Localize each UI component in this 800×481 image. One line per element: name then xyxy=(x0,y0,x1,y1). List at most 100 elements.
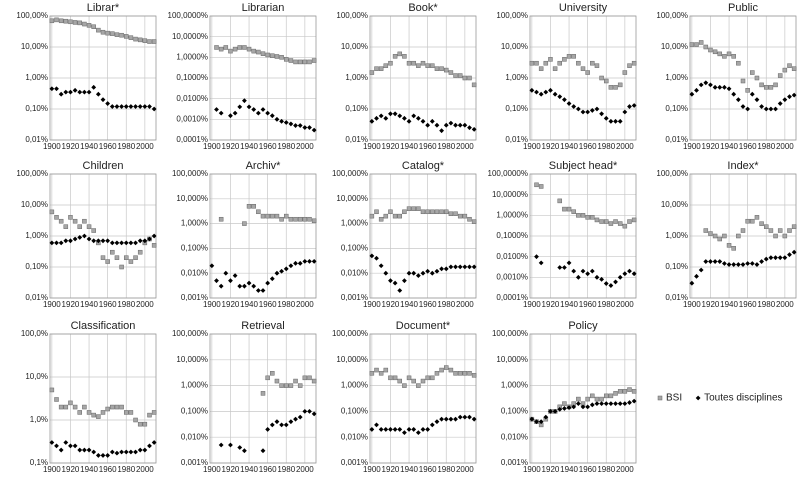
marker-diamond xyxy=(599,111,604,117)
marker-square xyxy=(77,410,83,415)
plot-frame xyxy=(49,15,157,141)
marker-square xyxy=(228,48,233,54)
marker-diamond xyxy=(589,268,595,274)
x-tick-label: 1900 xyxy=(203,142,221,151)
x-tick-label: 1920 xyxy=(542,300,560,309)
marker-diamond xyxy=(255,110,261,116)
y-tick-label: 100,000% xyxy=(172,169,208,178)
marker-diamond xyxy=(151,233,157,239)
marker-diamond xyxy=(63,440,69,445)
marker-diamond xyxy=(703,80,709,86)
marker-square xyxy=(453,371,458,376)
x-tick-label: 1900 xyxy=(363,142,381,151)
marker-diamond xyxy=(562,265,567,270)
marker-diamond xyxy=(580,404,586,410)
y-tick-label: 100,000% xyxy=(332,169,368,178)
y-tick-label: 0,001% xyxy=(181,293,208,302)
marker-diamond xyxy=(128,104,134,109)
marker-diamond xyxy=(745,261,751,266)
marker-square xyxy=(119,404,124,410)
marker-diamond xyxy=(689,280,695,286)
marker-square xyxy=(622,223,628,229)
marker-diamond xyxy=(86,236,92,242)
marker-diamond xyxy=(383,270,389,276)
marker-diamond xyxy=(68,89,73,95)
marker-diamond xyxy=(402,278,407,284)
marker-square xyxy=(96,414,101,419)
marker-square xyxy=(608,393,614,399)
marker-diamond xyxy=(68,443,73,449)
marker-diamond xyxy=(91,449,97,455)
marker-square xyxy=(689,42,695,47)
marker-diamond xyxy=(434,268,440,274)
x-tick-label: 1980 xyxy=(597,465,615,474)
marker-diamond xyxy=(791,92,797,98)
y-tick-label: 0,10% xyxy=(25,104,48,113)
marker-square xyxy=(434,66,440,71)
marker-diamond xyxy=(119,104,124,109)
marker-square xyxy=(72,20,78,25)
marker-square xyxy=(91,228,96,233)
y-tick-label: 1,000% xyxy=(181,219,208,228)
marker-diamond xyxy=(72,87,78,93)
marker-square xyxy=(63,224,69,229)
marker-square xyxy=(613,85,618,90)
marker-square xyxy=(594,396,600,402)
marker-diamond xyxy=(594,106,600,112)
marker-square xyxy=(128,35,134,40)
marker-diamond xyxy=(311,127,317,133)
marker-square xyxy=(740,78,746,84)
marker-square xyxy=(462,75,468,81)
marker-diamond xyxy=(557,406,563,412)
marker-diamond xyxy=(613,279,618,285)
y-tick-label: 1,00% xyxy=(25,231,48,240)
marker-diamond xyxy=(137,447,143,453)
marker-square xyxy=(63,404,69,410)
marker-diamond xyxy=(406,118,412,124)
marker-diamond xyxy=(297,260,303,266)
marker-square xyxy=(388,60,393,66)
marker-diamond xyxy=(49,240,55,246)
marker-diamond xyxy=(302,258,308,264)
y-tick-label: 0,10% xyxy=(345,104,368,113)
marker-diamond xyxy=(448,416,454,422)
marker-square xyxy=(782,67,788,73)
marker-square xyxy=(270,371,275,376)
marker-square xyxy=(603,393,609,399)
marker-diamond xyxy=(293,260,298,266)
marker-diamond xyxy=(251,283,257,289)
marker-diamond xyxy=(123,104,129,109)
marker-square xyxy=(142,421,148,427)
y-tick-label: 1,0000% xyxy=(176,52,208,61)
marker-square xyxy=(151,243,157,248)
marker-diamond xyxy=(302,409,308,414)
x-tick-label: 1940 xyxy=(240,142,258,151)
marker-square xyxy=(288,383,294,388)
marker-square xyxy=(562,57,567,62)
x-tick-label: 1960 xyxy=(579,142,597,151)
marker-diamond xyxy=(223,270,229,276)
y-tick-label: 10,000% xyxy=(496,355,528,364)
marker-square xyxy=(708,231,713,236)
marker-square xyxy=(123,410,129,415)
y-tick-label: 0,10% xyxy=(665,262,688,271)
marker-square xyxy=(110,31,115,36)
marker-diamond xyxy=(142,447,148,453)
marker-diamond xyxy=(388,278,393,284)
y-tick-label: 1,0000% xyxy=(496,210,528,219)
marker-square xyxy=(54,397,59,402)
marker-diamond xyxy=(543,414,549,420)
marker-square xyxy=(791,224,797,229)
marker-diamond xyxy=(123,240,129,246)
marker-diamond xyxy=(72,443,78,449)
marker-square xyxy=(571,54,576,59)
marker-diamond xyxy=(627,104,632,109)
marker-square xyxy=(91,24,96,30)
y-tick-label: 0,1000% xyxy=(496,231,528,240)
marker-diamond xyxy=(133,240,138,246)
x-tick-label: 1900 xyxy=(683,142,701,151)
y-tick-label: 10,00% xyxy=(661,200,688,209)
marker-diamond xyxy=(617,118,623,124)
marker-square xyxy=(58,18,64,24)
